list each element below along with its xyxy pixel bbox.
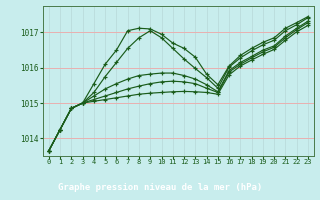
- Text: Graphe pression niveau de la mer (hPa): Graphe pression niveau de la mer (hPa): [58, 183, 262, 192]
